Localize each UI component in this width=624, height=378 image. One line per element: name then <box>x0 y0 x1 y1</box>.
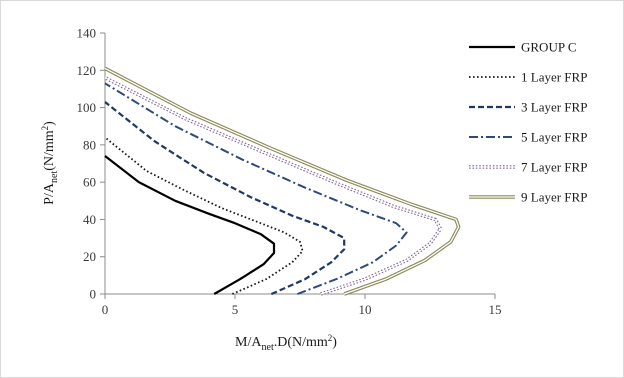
legend-label: 7 Layer FRP <box>521 160 587 175</box>
legend-label: 9 Layer FRP <box>521 190 587 205</box>
legend-label: 1 Layer FRP <box>521 70 587 85</box>
plot-area <box>104 66 461 296</box>
y-axis-title: P/Anet(N/mm2) <box>40 121 60 205</box>
series-path <box>104 82 408 295</box>
series-path <box>104 67 460 295</box>
legend-item: 9 Layer FRP <box>469 190 587 205</box>
legend-item: GROUP C <box>469 40 577 55</box>
series-path <box>104 136 304 295</box>
x-tick-label: 15 <box>489 302 502 317</box>
y-tick-label: 120 <box>77 63 97 78</box>
y-tick-label: 0 <box>90 287 97 302</box>
series-path <box>104 66 461 296</box>
legend: GROUP C 1 Layer FRP 3 Layer FRP 5 Layer FRP… <box>469 40 587 205</box>
y-tick-label: 20 <box>83 249 96 264</box>
legend-item: 5 Layer FRP <box>469 130 587 145</box>
series-line <box>104 101 346 296</box>
x-axis-title: M/Anet.D(N/mm2) <box>235 333 337 353</box>
y-tick-label: 100 <box>77 100 97 115</box>
x-tick-label: 5 <box>232 302 239 317</box>
x-tick-label: 10 <box>359 302 372 317</box>
legend-label: 5 Layer FRP <box>521 130 587 145</box>
axes: 0 20 40 60 80 100 120 140 0 5 10 15 <box>77 26 502 318</box>
series-line <box>104 66 461 296</box>
legend-label: 3 Layer FRP <box>521 100 587 115</box>
series-line <box>104 155 276 295</box>
legend-item: 3 Layer FRP <box>469 100 587 115</box>
series-line <box>104 82 408 295</box>
series-path <box>104 101 346 296</box>
series-line <box>104 136 304 295</box>
series-path <box>104 155 276 295</box>
y-tick-label: 140 <box>77 26 97 41</box>
series-path <box>104 76 443 296</box>
y-tick-label: 80 <box>83 137 96 152</box>
x-tick-label: 0 <box>102 302 109 317</box>
legend-item: 1 Layer FRP <box>469 70 587 85</box>
legend-label: GROUP C <box>521 40 577 55</box>
legend-item: 7 Layer FRP <box>469 160 587 175</box>
series-line <box>104 76 443 296</box>
series-path <box>104 77 441 295</box>
y-tick-label: 40 <box>83 212 96 227</box>
y-tick-label: 60 <box>83 175 96 190</box>
